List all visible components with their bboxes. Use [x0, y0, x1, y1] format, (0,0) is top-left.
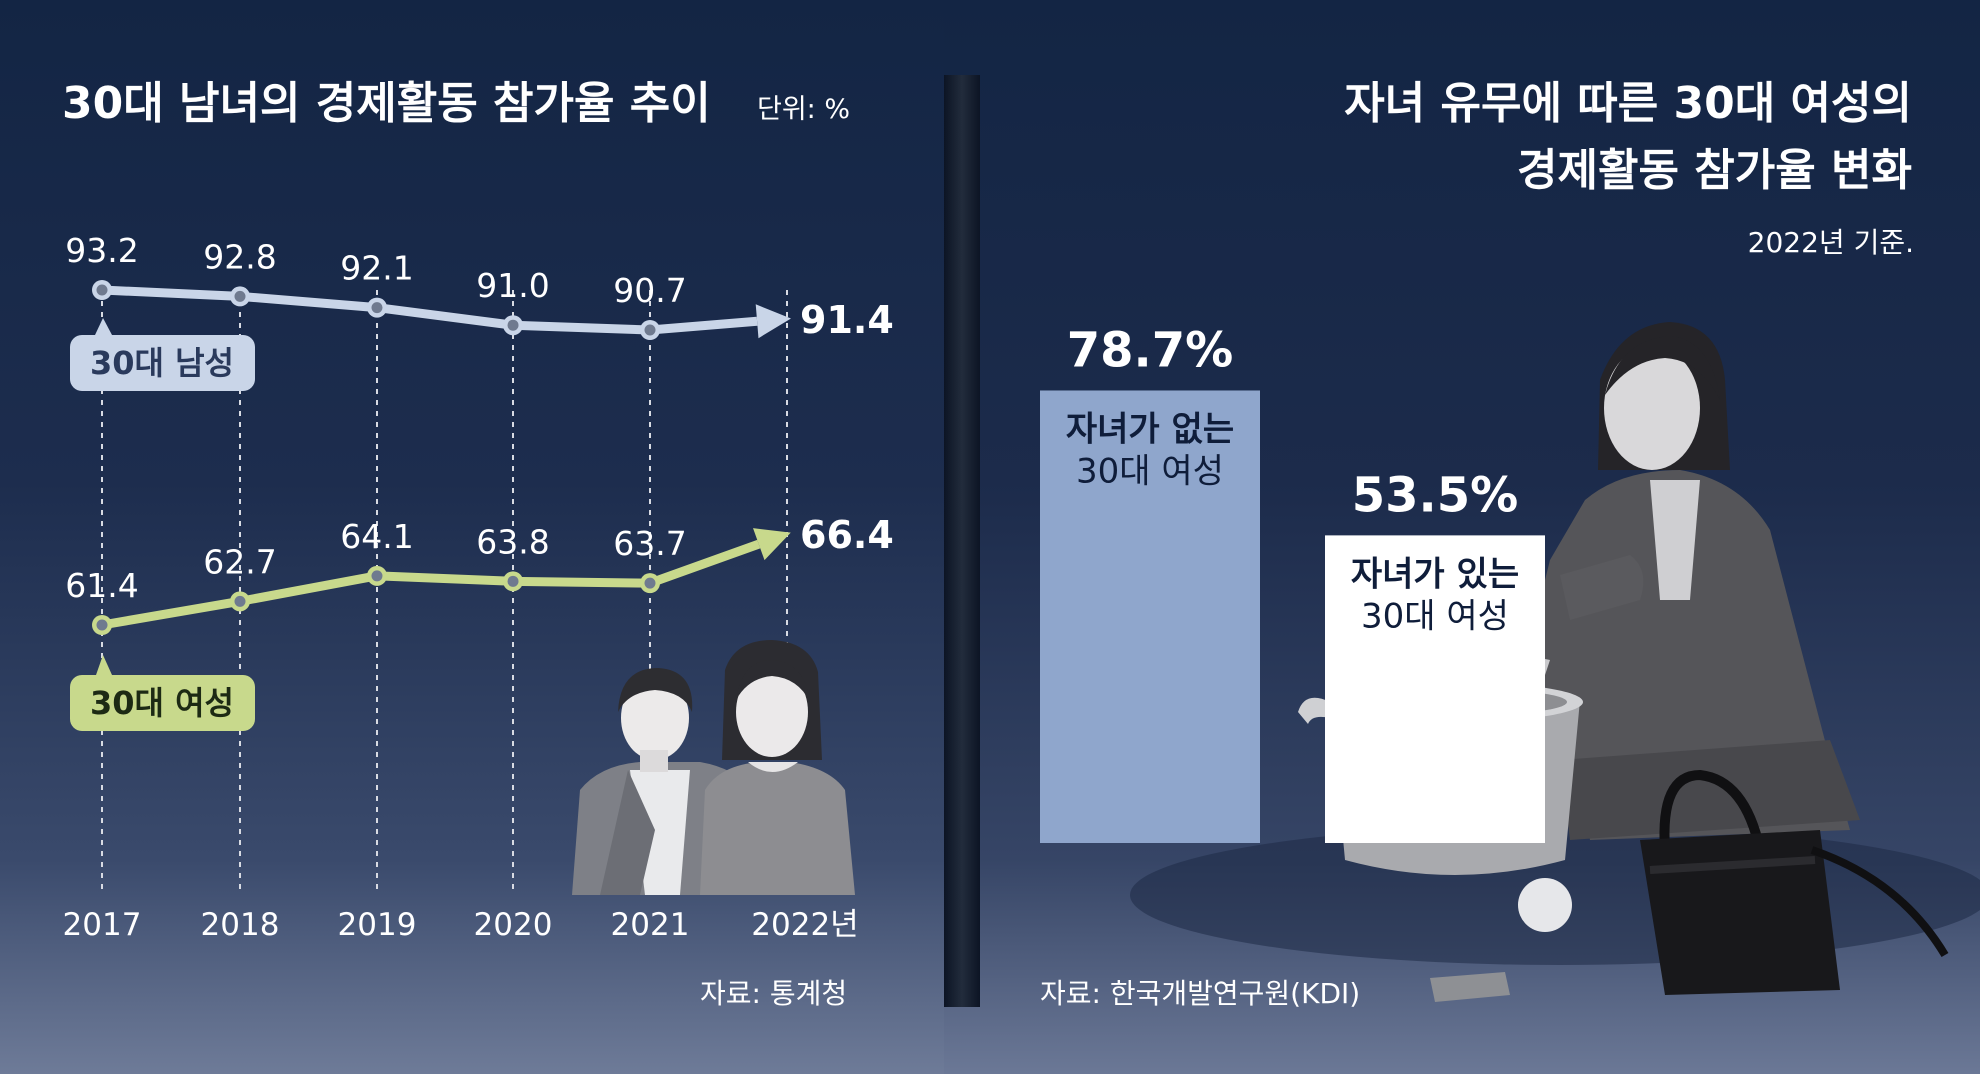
couple-illustration — [572, 640, 855, 895]
bar-chart: 자녀 유무에 따른 30대 여성의 경제활동 참가율 변화 2022년 기준. — [1040, 78, 1980, 1010]
series-name-women: 30대 여성 — [90, 684, 234, 722]
x-tick-label: 2021 — [611, 907, 690, 943]
x-tick-label: 2018 — [201, 907, 280, 943]
left-chart-title: 30대 남녀의 경제활동 참가율 추이 — [62, 78, 711, 129]
line-chart: 30대 남녀의 경제활동 참가율 추이 단위: % 93.2 92.8 92.1 91… — [62, 78, 894, 1010]
x-tick-label: 2019 — [338, 907, 417, 943]
series-line — [101, 285, 758, 335]
x-axis-ticks: 2017 2018 2019 2020 2021 2022년 — [63, 907, 859, 943]
data-point-center — [234, 595, 246, 607]
series-line — [101, 539, 761, 630]
bar-value-label: 53.5% — [1352, 467, 1519, 523]
unit-label: 단위: % — [757, 94, 850, 125]
value-label: 64.1 — [340, 517, 413, 556]
data-point-center — [96, 619, 108, 631]
series-line-women — [101, 528, 791, 630]
value-label: 61.4 — [65, 566, 138, 605]
value-label: 92.8 — [203, 237, 276, 276]
series-name-men: 30대 남성 — [90, 344, 234, 382]
data-point-center — [644, 324, 656, 336]
series-line-men — [101, 285, 791, 339]
data-point-center — [371, 302, 383, 314]
right-source: 자료: 한국개발연구원(KDI) — [1040, 977, 1360, 1010]
arrow-head — [755, 304, 791, 339]
bar — [1325, 535, 1545, 843]
bar-category-label: 30대 여성 — [1076, 451, 1224, 491]
bar-category-label: 30대 여성 — [1361, 596, 1509, 636]
data-point-center — [507, 319, 519, 331]
value-label: 91.0 — [476, 266, 549, 305]
value-label: 63.7 — [613, 524, 686, 563]
value-label: 62.7 — [203, 542, 276, 581]
data-points — [92, 280, 660, 635]
right-chart-title-line-1: 자녀 유무에 따른 30대 여성의 — [1344, 78, 1912, 129]
value-label: 90.7 — [613, 271, 686, 310]
value-label: 63.8 — [476, 522, 549, 561]
data-point-center — [234, 290, 246, 302]
series-label-men: 30대 남성 — [70, 318, 255, 391]
x-tick-label: 2022년 — [751, 907, 858, 943]
bars — [1040, 390, 1545, 843]
value-labels: 93.2 92.8 92.1 91.0 90.7 91.4 61.4 62.7 64.1 63.8… — [65, 231, 894, 605]
bar-category-label: 자녀가 있는 — [1351, 554, 1519, 594]
data-point-center — [644, 577, 656, 589]
left-source: 자료: 통계청 — [700, 977, 847, 1010]
value-label: 92.1 — [340, 249, 413, 288]
x-tick-label: 2020 — [474, 907, 553, 943]
value-label: 91.4 — [800, 298, 894, 342]
bar-value-label: 78.7% — [1067, 322, 1234, 378]
data-point-center — [507, 575, 519, 587]
value-label: 66.4 — [800, 513, 894, 557]
reference-note: 2022년 기준. — [1748, 226, 1914, 259]
right-chart-title-line-2: 경제활동 참가율 변화 — [1517, 145, 1912, 196]
panel-divider — [944, 75, 980, 1007]
bar — [1040, 390, 1260, 843]
series-label-women: 30대 여성 — [70, 655, 255, 731]
x-tick-label: 2017 — [63, 907, 142, 943]
data-point-center — [96, 284, 108, 296]
arrow-head — [753, 528, 791, 561]
data-point-center — [371, 570, 383, 582]
bar-category-label: 자녀가 없는 — [1066, 409, 1234, 449]
value-label: 93.2 — [65, 231, 138, 270]
